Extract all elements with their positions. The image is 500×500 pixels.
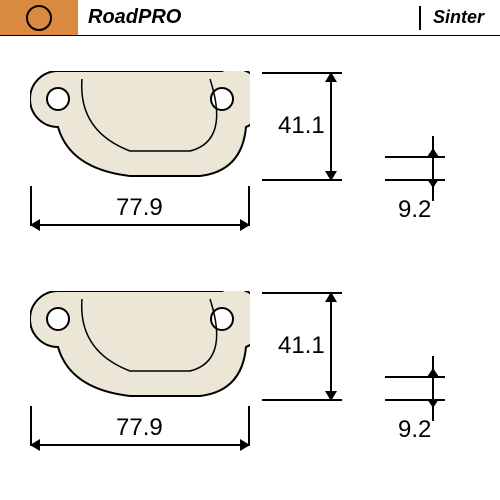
dim-height-top: 41.1	[278, 112, 325, 140]
dim-width-bottom: 77.9	[116, 414, 163, 442]
dim-width-top: 77.9	[116, 194, 163, 222]
logo-block	[0, 0, 78, 35]
dim-thick-bottom: 9.2	[398, 416, 431, 444]
logo-icon	[26, 5, 52, 31]
brake-pad-top	[30, 71, 250, 181]
diagram-area: 41.1 77.9 9.2 41.1 77.9 9.2	[0, 36, 500, 500]
header-bar: RoadPRO Sinter	[0, 0, 500, 36]
dim-thick-top: 9.2	[398, 196, 431, 224]
brake-pad-bottom	[30, 291, 250, 401]
variant-title: Sinter	[433, 7, 500, 28]
dim-height-bottom: 41.1	[278, 332, 325, 360]
brand-title: RoadPRO	[78, 6, 407, 29]
header-divider	[419, 6, 421, 30]
